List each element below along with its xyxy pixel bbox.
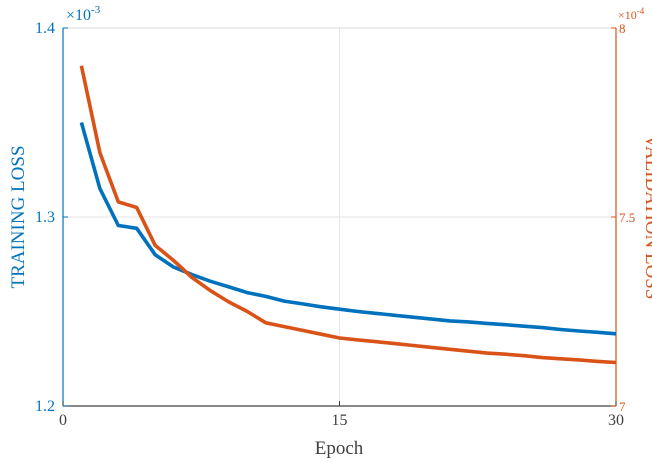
left-y-multiplier-exponent: -3 <box>91 4 101 16</box>
right-y-multiplier-base: ×10 <box>618 8 637 22</box>
right-y-multiplier-exponent: -4 <box>637 6 645 16</box>
left-y-tick-label: 1.4 <box>35 20 55 37</box>
x-tick-label: 0 <box>59 412 67 429</box>
left-y-multiplier: ×10-3 <box>66 4 101 24</box>
validation-loss-line <box>79 65 617 365</box>
left-y-axis-label: TRAINING LOSS <box>8 145 29 288</box>
right-y-multiplier: ×10-4 <box>618 6 645 22</box>
left-y-multiplier-base: ×10 <box>66 7 91 24</box>
right-y-tick-label: 8 <box>619 21 626 36</box>
x-tick-label: 30 <box>608 412 624 429</box>
series-layer <box>79 65 617 365</box>
tick-layer: 0 15 30 1.2 1.3 1.4 7 7.5 8 <box>35 20 635 429</box>
training-loss-line <box>79 122 617 336</box>
right-y-axis-label: VALIDATION LOSS <box>641 135 652 300</box>
right-y-tick-label: 7.5 <box>619 210 635 225</box>
x-axis-label: Epoch <box>315 438 364 459</box>
left-y-tick-label: 1.3 <box>35 209 55 226</box>
left-y-tick-label: 1.2 <box>35 398 55 415</box>
right-y-tick-label: 7 <box>619 399 626 414</box>
x-tick-label: 15 <box>332 412 348 429</box>
grid-layer <box>63 28 616 406</box>
